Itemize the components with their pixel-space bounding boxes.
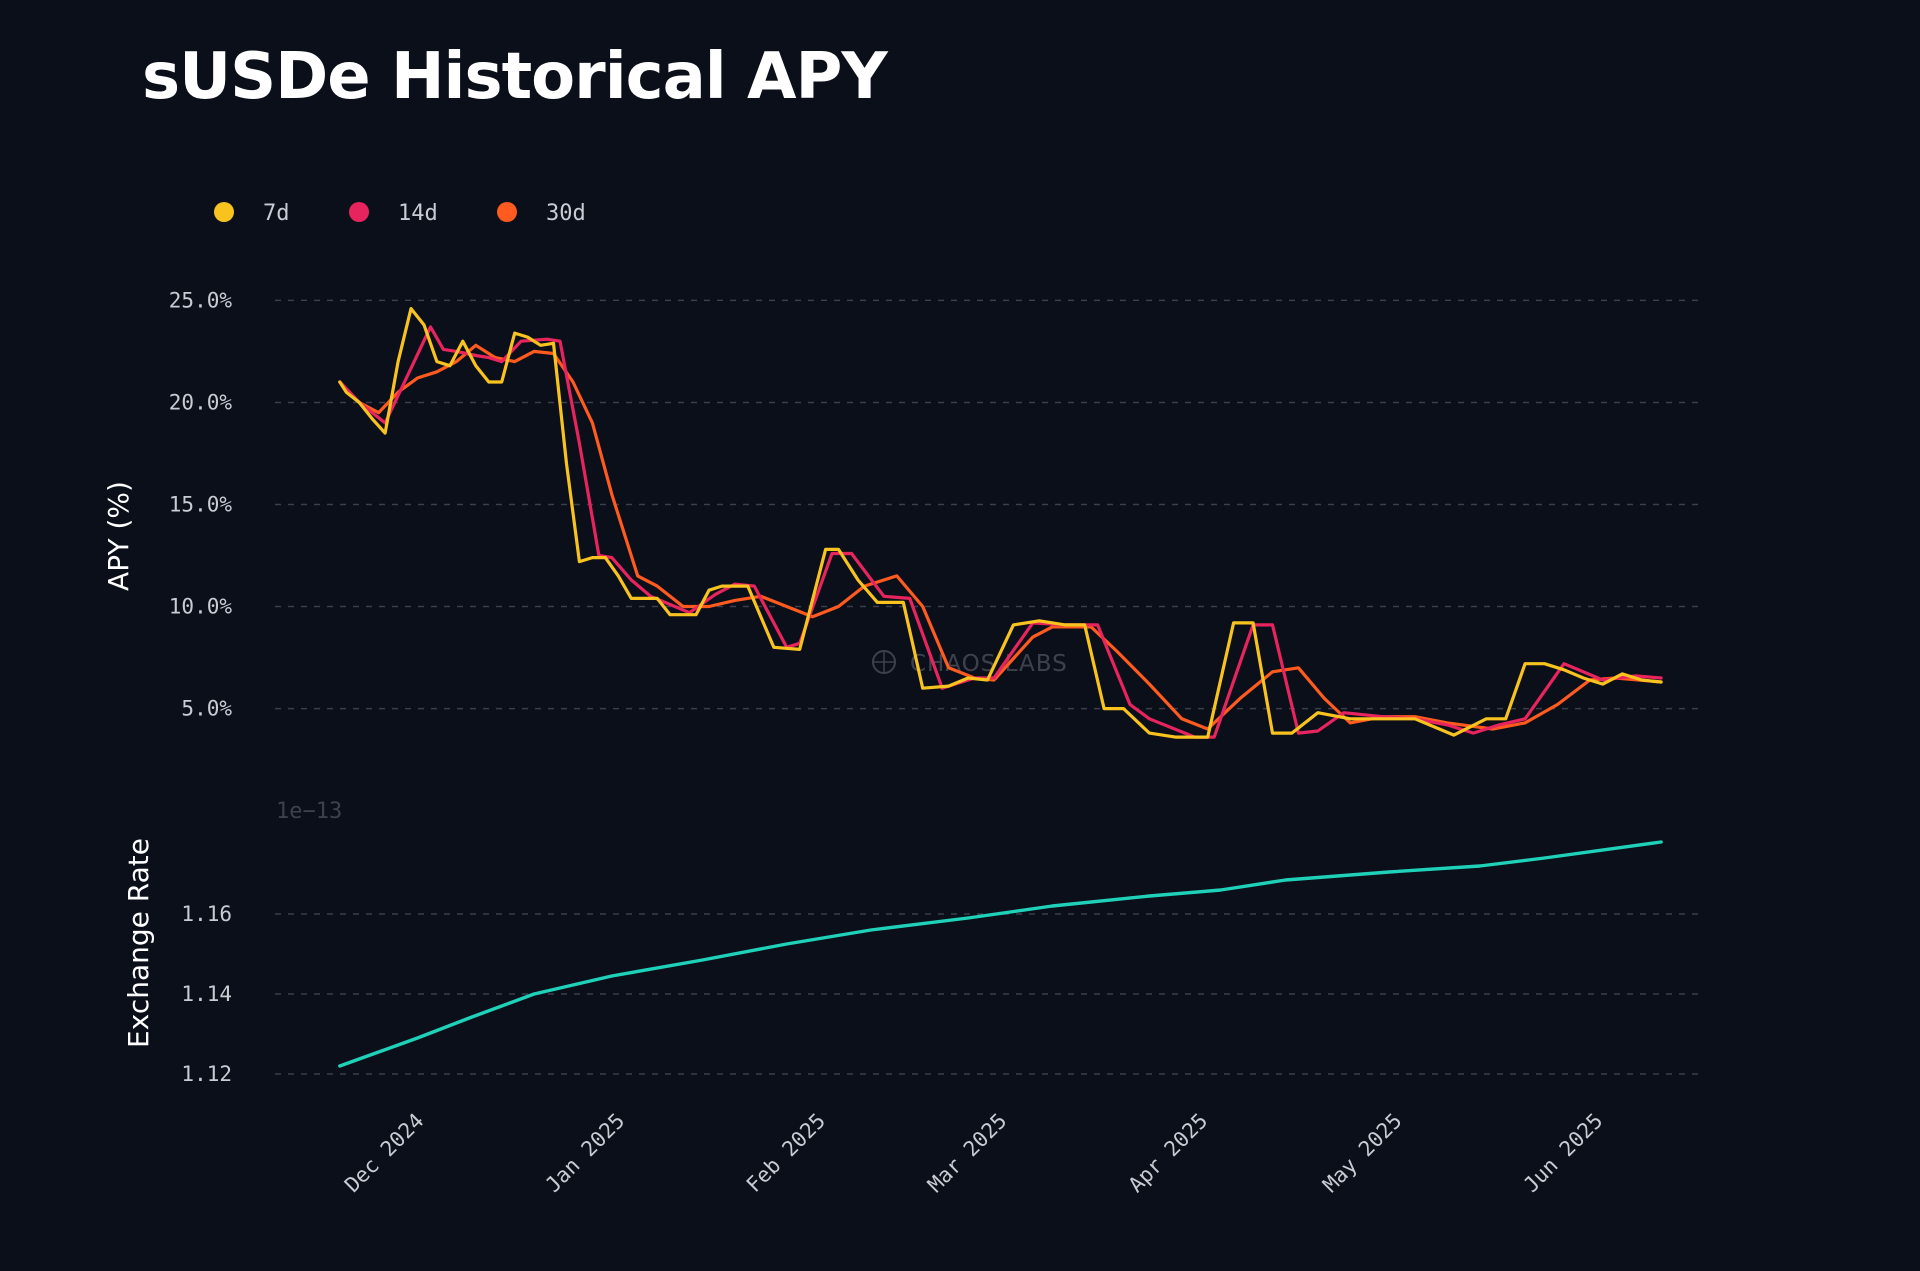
legend-label-14d: 14d <box>398 201 438 226</box>
apy-axis-label: APY (%) <box>102 481 135 591</box>
apy-ytick-label: 20.0% <box>169 390 233 414</box>
x-tick-label: Jun 2025 <box>1519 1109 1607 1197</box>
series-line-14d <box>338 325 1663 739</box>
apy-ytick-label: 25.0% <box>169 288 233 312</box>
x-tick-label: Mar 2025 <box>923 1109 1011 1197</box>
exchange-ytick-label: 1.14 <box>181 982 232 1006</box>
watermark-cross-icon <box>873 651 895 673</box>
x-tick-label: Feb 2025 <box>742 1109 830 1197</box>
exchange-ytick-label: 1.12 <box>181 1062 232 1086</box>
apy-ytick-label: 10.0% <box>169 595 233 619</box>
exchange-offset-text: 1e−13 <box>276 799 342 824</box>
series-line-exchange-rate <box>338 840 1663 1068</box>
x-tick-label: May 2025 <box>1318 1109 1406 1197</box>
x-tick-label: Jan 2025 <box>541 1109 629 1197</box>
chart-title: sUSDe Historical APY <box>142 40 888 114</box>
watermark-logo-icon <box>872 650 896 674</box>
exchange-ytick-label: 1.16 <box>181 902 232 926</box>
legend-marker-7d <box>214 202 234 222</box>
legend-label-7d: 7d <box>263 201 290 226</box>
watermark: CHAOS LABS <box>872 650 1067 677</box>
x-tick-label: Dec 2024 <box>340 1109 428 1197</box>
x-tick-label: Apr 2025 <box>1124 1109 1212 1197</box>
legend-marker-14d <box>349 202 369 222</box>
series-line-7d <box>338 307 1663 739</box>
exchange-axis-label: Exchange Rate <box>122 838 155 1048</box>
legend-marker-30d <box>497 202 517 222</box>
apy-ytick-label: 5.0% <box>181 697 232 721</box>
legend-label-30d: 30d <box>546 201 586 226</box>
apy-ytick-label: 15.0% <box>169 492 233 516</box>
